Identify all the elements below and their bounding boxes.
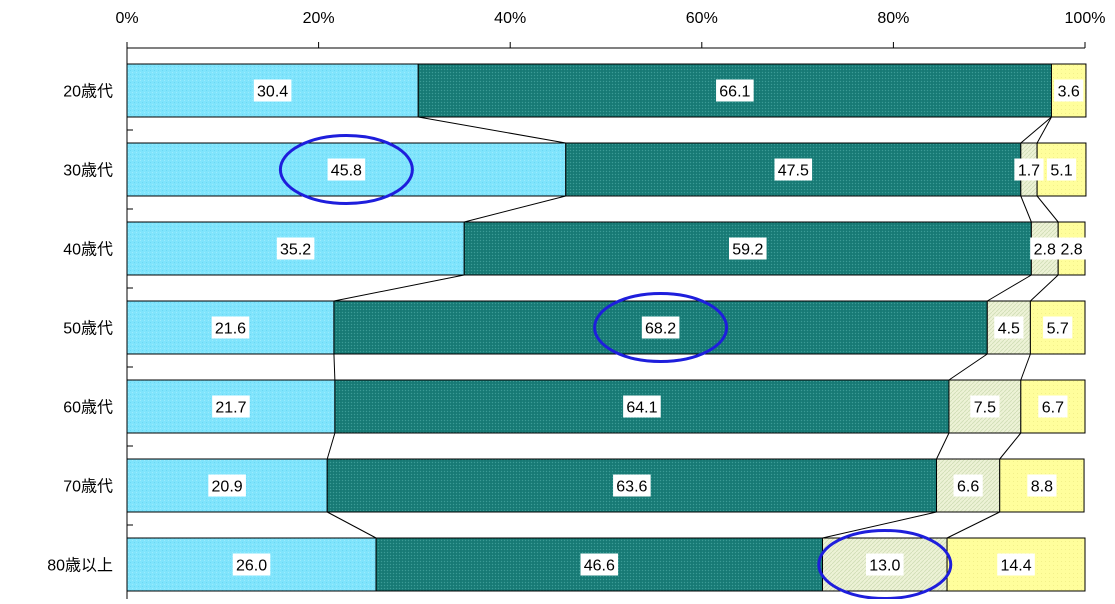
highlight-ellipse	[593, 292, 729, 363]
data-label-box	[1043, 316, 1073, 339]
data-label: 5.7	[1047, 321, 1069, 338]
connector-line	[822, 511, 937, 539]
data-label-box	[865, 553, 904, 576]
connector-line	[946, 511, 1000, 539]
data-label-box	[212, 395, 250, 418]
data-label-box	[641, 316, 680, 339]
x-axis: 0% 20% 40% 60% 80% 100%	[115, 10, 1105, 599]
connector-line	[418, 116, 566, 144]
data-label: 4.5	[998, 321, 1020, 338]
data-label-box	[1027, 474, 1057, 497]
connector-line	[948, 353, 988, 381]
data-label-box	[613, 474, 651, 497]
connector-line	[999, 432, 1022, 460]
data-label-box	[994, 316, 1024, 339]
data-label: 3.6	[1058, 84, 1080, 101]
category-labels: 20歳代 30歳代 40歳代 50歳代 60歳代 70歳代 80歳以上	[47, 83, 113, 575]
data-label: 21.7	[215, 400, 246, 417]
data-label-box	[1056, 237, 1087, 260]
connector-line	[333, 274, 465, 302]
x-tick-label: 40%	[494, 10, 526, 27]
category-label: 80歳以上	[47, 557, 113, 575]
category-label: 70歳代	[63, 478, 113, 496]
data-label-box	[623, 395, 661, 418]
data-label: 7.5	[974, 400, 996, 417]
data-label: 13.0	[869, 558, 900, 575]
data-label: 45.8	[331, 163, 362, 180]
x-tick-label: 0%	[115, 10, 138, 27]
category-label: 50歳代	[63, 320, 113, 338]
data-label-box	[211, 316, 250, 339]
data-label-box	[953, 474, 983, 497]
x-tick-label: 100%	[1065, 10, 1106, 27]
data-label: 5.1	[1050, 163, 1072, 180]
data-label-box	[232, 553, 271, 576]
data-label-box	[253, 79, 292, 102]
data-label: 26.0	[236, 558, 267, 575]
data-label: 30.4	[257, 84, 288, 101]
data-label: 46.6	[584, 558, 615, 575]
data-label-box	[970, 395, 1000, 418]
bars	[126, 63, 1087, 592]
connector-line	[333, 353, 336, 381]
connector-line	[326, 432, 336, 460]
data-label-box	[1054, 79, 1084, 102]
data-label: 21.6	[215, 321, 246, 338]
data-label-box	[1038, 395, 1068, 418]
connector-line	[464, 195, 566, 223]
connector-line	[1020, 353, 1031, 381]
data-label-box	[728, 237, 767, 260]
x-tick-label: 20%	[303, 10, 335, 27]
data-label-box	[716, 79, 754, 102]
data-label: 2.8	[1060, 242, 1082, 259]
connector-line	[987, 274, 1032, 302]
data-label-box	[580, 553, 619, 576]
data-label: 68.2	[645, 321, 676, 338]
data-label: 6.7	[1042, 400, 1064, 417]
x-tick-label: 60%	[686, 10, 718, 27]
data-label: 64.1	[626, 400, 657, 417]
connector-line	[326, 511, 377, 539]
data-label: 63.6	[616, 479, 647, 496]
category-label: 60歳代	[63, 399, 113, 417]
data-label-box	[1046, 158, 1077, 181]
data-label: 35.2	[280, 242, 311, 259]
category-label: 20歳代	[63, 83, 113, 101]
category-label: 40歳代	[63, 241, 113, 259]
x-tick-label: 80%	[877, 10, 909, 27]
highlight-ellipses	[278, 134, 953, 600]
connector-line	[936, 432, 950, 460]
data-label: 20.9	[212, 479, 243, 496]
data-label-box	[1014, 158, 1044, 181]
connector-line	[1020, 116, 1052, 144]
data-label: 59.2	[732, 242, 763, 259]
data-label: 6.6	[957, 479, 979, 496]
data-label-box	[208, 474, 246, 497]
data-label-box	[997, 553, 1035, 576]
connector-line	[1020, 195, 1032, 223]
data-label-box	[1030, 237, 1060, 260]
data-label-box	[774, 158, 813, 181]
connector-line	[1030, 274, 1059, 302]
data-label: 1.7	[1018, 163, 1040, 180]
connector-line	[1036, 116, 1052, 144]
data-label: 2.8	[1034, 242, 1056, 259]
data-label: 66.1	[719, 84, 750, 101]
data-labels: 30.4 66.1 3.6 45.8 47.5 1.7 5.1 35.2 59.2 2.8 2.8 2…	[208, 79, 1087, 576]
data-label-box	[276, 237, 315, 260]
bar-segment	[326, 458, 938, 513]
data-label: 47.5	[778, 163, 809, 180]
segment-connectors	[326, 116, 1059, 539]
highlight-ellipse	[278, 134, 414, 205]
data-label: 8.8	[1031, 479, 1053, 496]
data-label-box	[327, 158, 366, 181]
category-label: 30歳代	[63, 162, 113, 180]
data-label: 14.4	[1000, 558, 1031, 575]
connector-line	[1036, 195, 1059, 223]
